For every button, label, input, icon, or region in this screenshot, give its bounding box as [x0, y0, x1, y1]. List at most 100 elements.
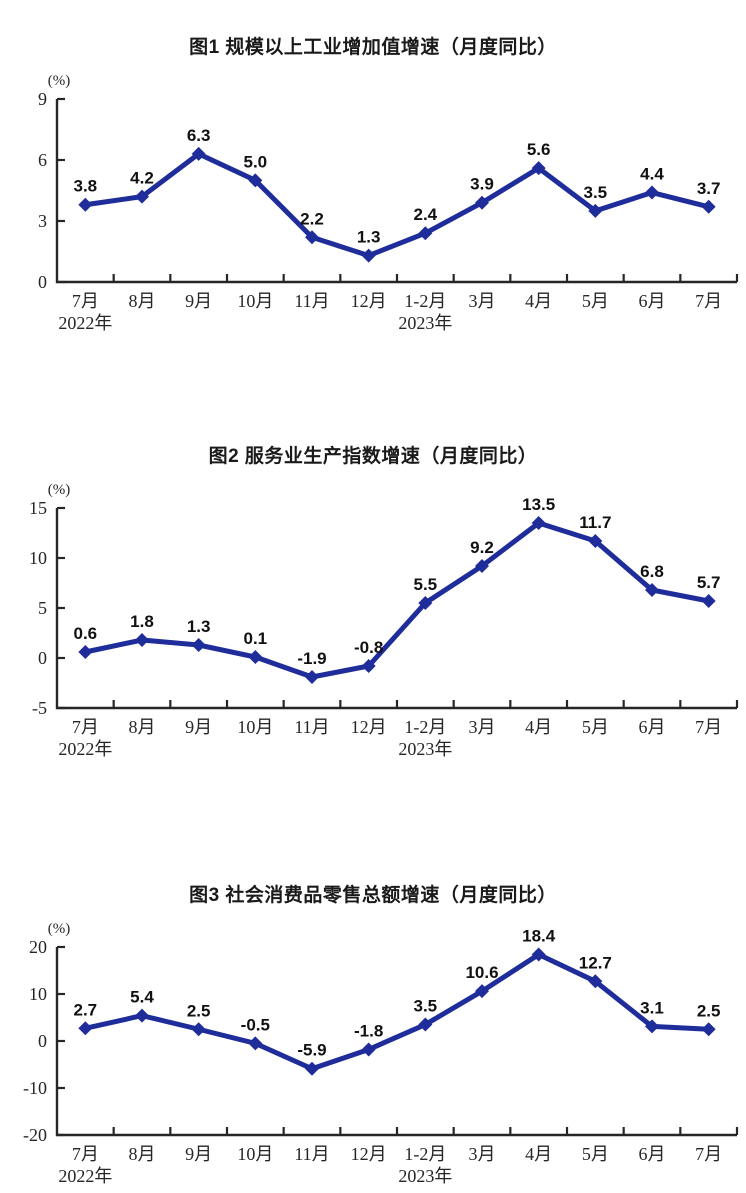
svg-text:2022年: 2022年: [58, 739, 112, 759]
svg-text:9月: 9月: [185, 717, 212, 737]
svg-text:1.8: 1.8: [130, 612, 154, 631]
svg-text:4月: 4月: [525, 1144, 552, 1164]
svg-text:-20: -20: [23, 1125, 47, 1145]
svg-text:2022年: 2022年: [58, 1166, 112, 1186]
svg-text:2023年: 2023年: [398, 1166, 452, 1186]
svg-text:12月: 12月: [351, 291, 387, 311]
svg-text:1-2月: 1-2月: [404, 717, 446, 737]
svg-text:-0.5: -0.5: [241, 1015, 270, 1034]
svg-text:6月: 6月: [639, 291, 666, 311]
svg-text:11.7: 11.7: [579, 513, 611, 532]
svg-text:5.7: 5.7: [697, 573, 721, 592]
svg-text:3.5: 3.5: [414, 997, 438, 1016]
svg-text:2.5: 2.5: [697, 1001, 721, 1020]
svg-text:0: 0: [38, 1031, 47, 1051]
svg-text:-5.9: -5.9: [297, 1041, 326, 1060]
svg-text:10月: 10月: [237, 291, 273, 311]
svg-text:6月: 6月: [639, 717, 666, 737]
svg-text:9: 9: [38, 89, 47, 109]
svg-text:3.9: 3.9: [470, 175, 494, 194]
svg-text:8月: 8月: [129, 1144, 156, 1164]
svg-text:10.6: 10.6: [465, 963, 498, 982]
svg-text:7月: 7月: [72, 1144, 99, 1164]
svg-text:3.8: 3.8: [74, 177, 98, 196]
svg-text:0.6: 0.6: [74, 624, 98, 643]
svg-text:4月: 4月: [525, 291, 552, 311]
svg-text:4.2: 4.2: [130, 169, 154, 188]
svg-text:0: 0: [38, 272, 47, 292]
chart-section-retail-sales: 图3 社会消费品零售总额增速（月度同比） -20 -10 0 10 20 7月 8月 9月 10…: [0, 766, 746, 1193]
svg-text:2023年: 2023年: [398, 739, 452, 759]
svg-text:6月: 6月: [639, 1144, 666, 1164]
svg-text:12.7: 12.7: [579, 953, 612, 972]
svg-text:5月: 5月: [582, 1144, 609, 1164]
svg-text:3月: 3月: [469, 291, 496, 311]
svg-text:(%): (%): [48, 921, 71, 937]
svg-text:2.7: 2.7: [74, 1000, 98, 1019]
svg-text:7月: 7月: [72, 717, 99, 737]
svg-text:5.5: 5.5: [414, 575, 438, 594]
svg-text:10月: 10月: [237, 717, 273, 737]
svg-text:11月: 11月: [294, 717, 329, 737]
svg-text:6: 6: [38, 150, 47, 170]
svg-text:6.8: 6.8: [640, 562, 664, 581]
svg-text:-10: -10: [23, 1078, 47, 1098]
svg-text:1-2月: 1-2月: [404, 1144, 446, 1164]
svg-text:(%): (%): [48, 482, 71, 498]
svg-text:11月: 11月: [294, 1144, 329, 1164]
svg-text:10: 10: [29, 548, 47, 568]
svg-text:5.4: 5.4: [130, 988, 154, 1007]
svg-text:10月: 10月: [237, 1144, 273, 1164]
svg-text:3.1: 3.1: [640, 998, 664, 1017]
svg-text:0.1: 0.1: [244, 629, 268, 648]
svg-text:8月: 8月: [129, 291, 156, 311]
svg-text:1-2月: 1-2月: [404, 291, 446, 311]
svg-text:20: 20: [29, 937, 47, 957]
svg-text:5.6: 5.6: [527, 140, 551, 159]
svg-text:18.4: 18.4: [522, 927, 556, 946]
svg-text:7月: 7月: [72, 291, 99, 311]
svg-text:12月: 12月: [351, 717, 387, 737]
svg-text:7月: 7月: [695, 1144, 722, 1164]
svg-text:9月: 9月: [185, 291, 212, 311]
svg-text:2023年: 2023年: [398, 313, 452, 333]
svg-text:4.4: 4.4: [640, 165, 664, 184]
svg-text:1.3: 1.3: [187, 617, 211, 636]
chart-section-services-index: 图2 服务业生产指数增速（月度同比） -5 0 5 10 15 7月 8月 9月 10月 11月 1…: [0, 339, 746, 766]
svg-text:9.2: 9.2: [470, 538, 494, 557]
svg-text:3月: 3月: [469, 1144, 496, 1164]
svg-text:2.2: 2.2: [300, 209, 324, 228]
chart2-title: 图2 服务业生产指数增速（月度同比）: [208, 446, 538, 467]
svg-text:2.5: 2.5: [187, 1001, 211, 1020]
chart-section-industrial-output: 图1 规模以上工业增加值增速（月度同比） 0 3 6 9 7月 8月 9月 10月 11月 12月…: [0, 0, 746, 339]
svg-text:3: 3: [38, 211, 47, 231]
svg-text:-5: -5: [32, 698, 47, 718]
svg-text:9月: 9月: [185, 1144, 212, 1164]
svg-text:-0.8: -0.8: [354, 638, 383, 657]
chart3-title: 图3 社会消费品零售总额增速（月度同比）: [189, 885, 557, 906]
svg-text:5: 5: [38, 598, 47, 618]
svg-text:3.5: 3.5: [584, 183, 608, 202]
svg-text:4月: 4月: [525, 717, 552, 737]
svg-text:5月: 5月: [582, 291, 609, 311]
svg-text:12月: 12月: [351, 1144, 387, 1164]
svg-text:-1.8: -1.8: [354, 1021, 383, 1040]
svg-text:0: 0: [38, 648, 47, 668]
svg-text:1.3: 1.3: [357, 228, 381, 247]
svg-text:7月: 7月: [695, 717, 722, 737]
svg-text:3月: 3月: [469, 717, 496, 737]
svg-text:2.4: 2.4: [414, 205, 438, 224]
svg-text:3.7: 3.7: [697, 179, 721, 198]
svg-text:(%): (%): [48, 73, 71, 89]
svg-text:5月: 5月: [582, 717, 609, 737]
chart1-title: 图1 规模以上工业增加值增速（月度同比）: [189, 37, 557, 58]
svg-text:-1.9: -1.9: [297, 649, 326, 668]
chart3-line-plot: -20 -10 0 10 20 7月 8月 9月 10月 11月 12月 1-2月 3月 4月 5月 6月 7月…: [23, 921, 739, 1186]
svg-text:13.5: 13.5: [522, 495, 555, 514]
svg-text:8月: 8月: [129, 717, 156, 737]
svg-text:6.3: 6.3: [187, 126, 211, 145]
svg-text:7月: 7月: [695, 291, 722, 311]
